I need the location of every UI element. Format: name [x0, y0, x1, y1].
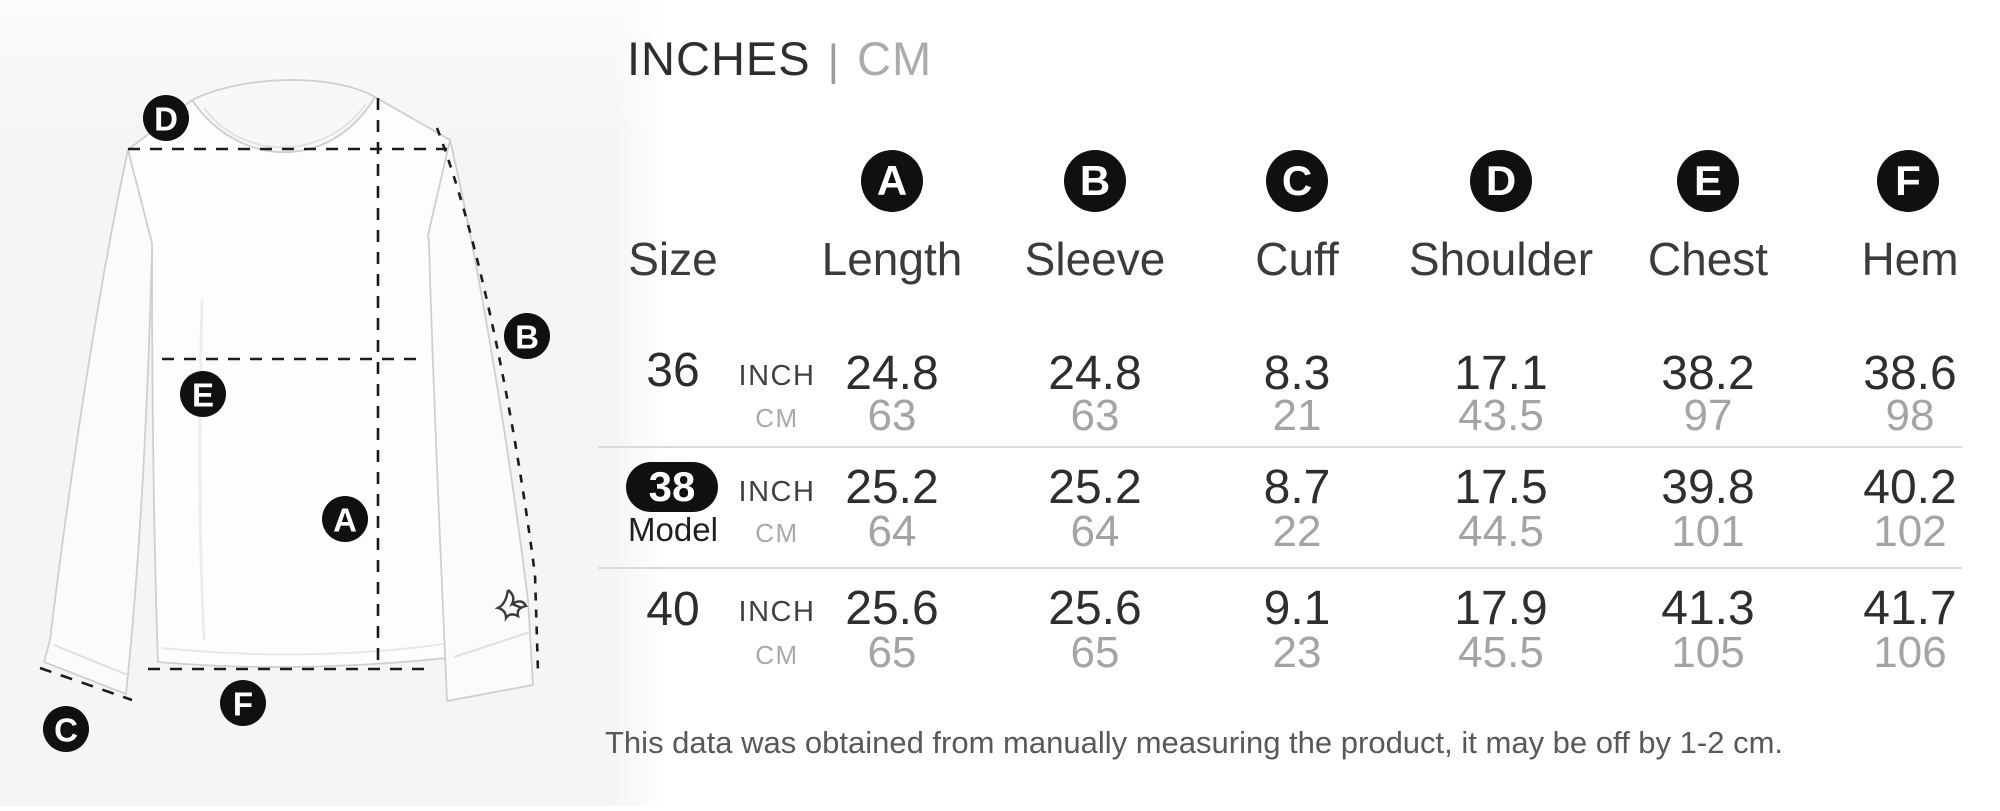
garment-diagram-panel: A B C D E F: [0, 0, 672, 806]
value-cm-hem: 106: [1873, 628, 1947, 677]
shirt-body-crease: [198, 299, 206, 641]
value-inch-sleeve: 24.8: [1048, 347, 1142, 400]
unit-option-inches[interactable]: INCHES: [627, 32, 811, 85]
column-header-cuff: Cuff: [1255, 233, 1339, 285]
value-cm-hem: 98: [1885, 391, 1935, 440]
shirt-collar-inner-seam: [203, 103, 367, 149]
unit-toggle-separator: |: [827, 36, 841, 85]
column-badge-c: C: [1266, 150, 1328, 212]
value-inch-chest: 41.3: [1661, 582, 1755, 635]
value-inch-shoulder: 17.9: [1454, 582, 1548, 635]
value-inch-chest: 38.2: [1661, 347, 1755, 400]
size-column-header: Size: [628, 233, 718, 285]
svg-text:E: E: [192, 377, 214, 414]
diagram-marker-c: C: [43, 706, 89, 752]
size-value: 40: [646, 583, 700, 636]
value-inch-hem: 38.6: [1863, 347, 1957, 400]
unit-label-inch: INCH: [738, 596, 816, 628]
column-header-length: Length: [821, 233, 963, 285]
value-inch-cuff: 8.3: [1263, 347, 1331, 400]
diagram-marker-f: F: [220, 680, 266, 726]
unit-label-cm: CM: [755, 518, 799, 548]
svg-text:F: F: [233, 686, 253, 723]
unit-toggle: INCHES | CM: [627, 33, 932, 87]
diagram-marker-e: E: [180, 371, 226, 417]
shirt-hem-seam: [161, 643, 444, 656]
shirt-diagram: A B C D E F: [39, 79, 550, 752]
column-header-sleeve: Sleeve: [1024, 233, 1166, 285]
unit-label-cm: CM: [755, 640, 799, 670]
value-inch-shoulder: 17.1: [1454, 347, 1548, 400]
column-badge-d: D: [1470, 150, 1532, 212]
measurement-disclaimer: This data was obtained from manually mea…: [605, 725, 1783, 760]
value-cm-sleeve: 65: [1070, 628, 1120, 677]
column-header-chest: Chest: [1647, 233, 1769, 285]
svg-text:C: C: [54, 712, 78, 749]
shirt-right-cuff-seam: [453, 631, 531, 658]
value-cm-length: 64: [867, 507, 917, 556]
value-inch-length: 24.8: [845, 347, 939, 400]
shirt-body: [126, 95, 451, 668]
value-inch-shoulder: 17.5: [1454, 461, 1548, 514]
shirt-collar: [190, 79, 377, 153]
svg-text:A: A: [333, 502, 357, 539]
column-badge-f: F: [1877, 150, 1939, 212]
value-cm-hem: 102: [1873, 507, 1947, 556]
column-header-shoulder: Shoulder: [1408, 233, 1594, 285]
value-cm-length: 65: [867, 628, 917, 677]
svg-text:B: B: [515, 319, 539, 356]
value-cm-shoulder: 44.5: [1458, 507, 1544, 556]
value-inch-length: 25.6: [845, 582, 939, 635]
row-divider: [598, 446, 1962, 448]
value-cm-cuff: 21: [1272, 391, 1322, 440]
value-inch-sleeve: 25.6: [1048, 582, 1142, 635]
model-label: Model: [628, 511, 718, 548]
value-inch-chest: 39.8: [1661, 461, 1755, 514]
column-badge-b: B: [1064, 150, 1126, 212]
value-cm-sleeve: 63: [1070, 391, 1120, 440]
diagram-marker-a: A: [322, 496, 368, 542]
value-cm-length: 63: [867, 391, 917, 440]
svg-text:D: D: [154, 101, 178, 138]
unit-label-inch: INCH: [738, 476, 816, 508]
row-divider: [598, 567, 1962, 569]
size-value-model-badge: 38: [626, 462, 718, 512]
shirt-left-sleeve: [42, 149, 153, 696]
value-inch-cuff: 9.1: [1263, 582, 1331, 635]
column-badge-a: A: [861, 150, 923, 212]
value-inch-cuff: 8.7: [1263, 461, 1331, 514]
column-badge-e: E: [1677, 150, 1739, 212]
value-inch-sleeve: 25.2: [1048, 461, 1142, 514]
panel-edge-fade: [612, 0, 672, 806]
unit-option-cm[interactable]: CM: [857, 32, 933, 85]
value-cm-sleeve: 64: [1070, 507, 1120, 556]
measurement-line-sleeve: [435, 127, 540, 673]
value-cm-cuff: 23: [1272, 628, 1322, 677]
value-inch-hem: 40.2: [1863, 461, 1957, 514]
value-cm-chest: 101: [1671, 507, 1745, 556]
shirt-right-sleeve: [427, 139, 534, 703]
sleeve-logo-mark: [494, 589, 528, 622]
value-cm-shoulder: 45.5: [1458, 628, 1544, 677]
unit-label-cm: CM: [755, 403, 799, 433]
size-value: 36: [646, 344, 700, 397]
diagram-marker-b: B: [504, 313, 550, 359]
measurement-line-cuff: [39, 666, 133, 702]
value-inch-length: 25.2: [845, 461, 939, 514]
value-cm-chest: 105: [1671, 628, 1745, 677]
diagram-marker-d: D: [143, 95, 189, 141]
unit-label-inch: INCH: [738, 360, 816, 392]
column-header-hem: Hem: [1861, 233, 1959, 285]
value-cm-cuff: 22: [1272, 507, 1322, 556]
shirt-left-cuff-seam: [53, 644, 131, 677]
value-inch-hem: 41.7: [1863, 582, 1957, 635]
value-cm-shoulder: 43.5: [1458, 391, 1544, 440]
value-cm-chest: 97: [1683, 391, 1733, 440]
